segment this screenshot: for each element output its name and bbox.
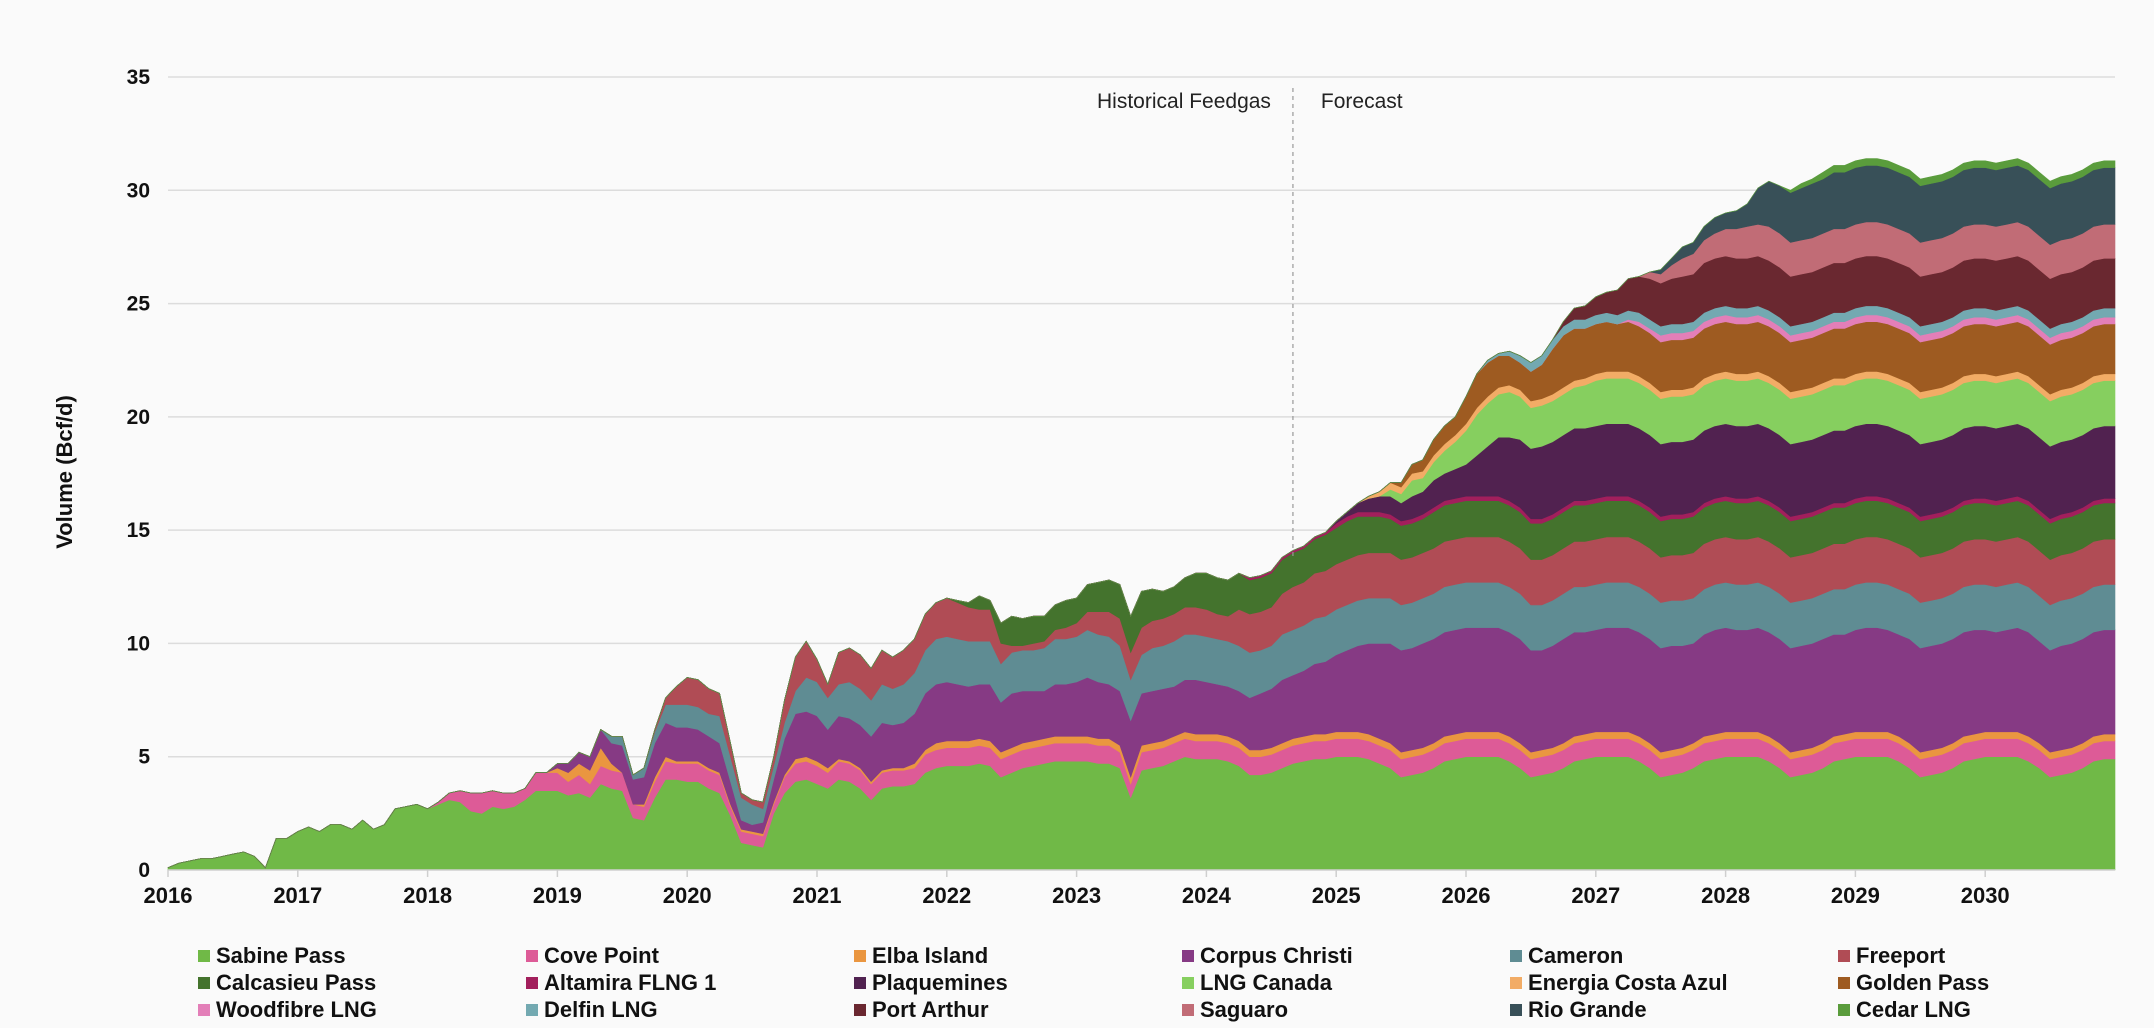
legend-swatch — [854, 949, 866, 962]
legend-label: Cameron — [1528, 942, 1624, 968]
x-tick-label: 2024 — [1182, 883, 1232, 908]
legend-swatch — [1838, 949, 1850, 962]
y-tick-label: 10 — [127, 632, 150, 655]
area-sabine-pass — [167, 756, 2116, 871]
y-axis: 0 5 10 15 20 25 30 35 — [127, 66, 151, 882]
legend-swatch — [854, 1003, 866, 1016]
y-axis-label: Volume (Bcf/d) — [52, 395, 77, 549]
legend-label: LNG Canada — [1200, 969, 1333, 995]
legend-label: Woodfibre LNG — [216, 996, 377, 1022]
legend-item: Cameron — [1510, 942, 1838, 969]
y-tick-label: 0 — [138, 859, 150, 882]
legend-label: Plaquemines — [872, 969, 1008, 995]
legend-item: Altamira FLNG 1 — [526, 969, 854, 996]
legend-swatch — [526, 976, 538, 989]
legend-item: Port Arthur — [854, 996, 1182, 1023]
legend-item: Sabine Pass — [198, 942, 526, 969]
legend-swatch — [1182, 1003, 1194, 1016]
legend-swatch — [1510, 976, 1522, 989]
y-tick-label: 5 — [138, 746, 150, 769]
legend-item: Plaquemines — [854, 969, 1182, 996]
legend-label: Rio Grande — [1528, 996, 1647, 1022]
x-tick-label: 2022 — [922, 883, 971, 908]
legend-label: Cedar LNG — [1856, 996, 1971, 1022]
x-tick-label: 2020 — [663, 883, 712, 908]
legend-swatch — [854, 976, 866, 989]
legend-label: Saguaro — [1200, 996, 1289, 1022]
legend-swatch — [526, 1003, 538, 1016]
legend-label: Corpus Christi — [1200, 942, 1353, 968]
x-tick-label: 2028 — [1701, 883, 1750, 908]
legend-swatch — [1510, 949, 1522, 962]
legend-swatch — [1838, 976, 1850, 989]
legend-item: Cove Point — [526, 942, 854, 969]
legend-item: LNG Canada — [1182, 969, 1510, 996]
x-tick-label: 2023 — [1052, 883, 1101, 908]
legend-swatch — [198, 976, 210, 989]
legend-label: Freeport — [1856, 942, 1946, 968]
legend-item: Energia Costa Azul — [1510, 969, 1838, 996]
legend-swatch — [198, 1003, 210, 1016]
x-tick-label: 2018 — [403, 883, 452, 908]
legend-item: Cedar LNG — [1838, 996, 2138, 1023]
legend-item: Elba Island — [854, 942, 1182, 969]
legend-label: Cove Point — [544, 942, 659, 968]
legend-item: Woodfibre LNG — [198, 996, 526, 1023]
legend-swatch — [1838, 1003, 1850, 1016]
legend-label: Elba Island — [872, 942, 989, 968]
legend-item: Rio Grande — [1510, 996, 1838, 1023]
legend-item: Corpus Christi — [1182, 942, 1510, 969]
x-tick-label: 2030 — [1961, 883, 2010, 908]
legend-swatch — [526, 949, 538, 962]
legend-label: Delfin LNG — [544, 996, 658, 1022]
x-tick-label: 2017 — [273, 883, 322, 908]
legend-label: Energia Costa Azul — [1528, 969, 1728, 995]
x-tick-label: 2029 — [1831, 883, 1880, 908]
x-tick-label: 2021 — [793, 883, 842, 908]
y-tick-label: 15 — [127, 519, 151, 542]
legend-swatch — [1182, 976, 1194, 989]
x-tick-label: 2027 — [1571, 883, 1620, 908]
legend-swatch — [1182, 949, 1194, 962]
historical-feedgas-label: Historical Feedgas — [1097, 90, 1271, 113]
stacked-areas — [167, 158, 2116, 871]
legend-swatch — [1510, 1003, 1522, 1016]
x-tick-label: 2025 — [1312, 883, 1361, 908]
area-cedar-lng — [167, 158, 2116, 869]
legend: Sabine Pass Cove Point Elba Island Corpus C… — [198, 942, 2098, 1023]
x-tick-label: 2016 — [144, 883, 193, 908]
legend-label: Altamira FLNG 1 — [544, 969, 717, 995]
x-axis: 2016 2017 2018 2019 2020 2021 2022 2023 2024 2025… — [144, 869, 2115, 908]
legend-label: Port Arthur — [872, 996, 989, 1022]
legend-label: Sabine Pass — [216, 942, 346, 968]
legend-item: Calcasieu Pass — [198, 969, 526, 996]
x-tick-label: 2026 — [1442, 883, 1491, 908]
y-tick-label: 30 — [127, 179, 150, 202]
legend-item: Delfin LNG — [526, 996, 854, 1023]
forecast-label: Forecast — [1321, 90, 1403, 113]
x-tick-label: 2019 — [533, 883, 582, 908]
legend-item: Saguaro — [1182, 996, 1510, 1023]
legend-item: Freeport — [1838, 942, 2138, 969]
y-tick-label: 35 — [127, 66, 151, 89]
legend-label: Golden Pass — [1856, 969, 1990, 995]
gridlines — [168, 76, 2115, 758]
legend-swatch — [198, 949, 210, 962]
y-tick-label: 25 — [127, 293, 151, 316]
legend-item: Golden Pass — [1838, 969, 2138, 996]
legend-label: Calcasieu Pass — [216, 969, 377, 995]
y-tick-label: 20 — [127, 406, 150, 429]
